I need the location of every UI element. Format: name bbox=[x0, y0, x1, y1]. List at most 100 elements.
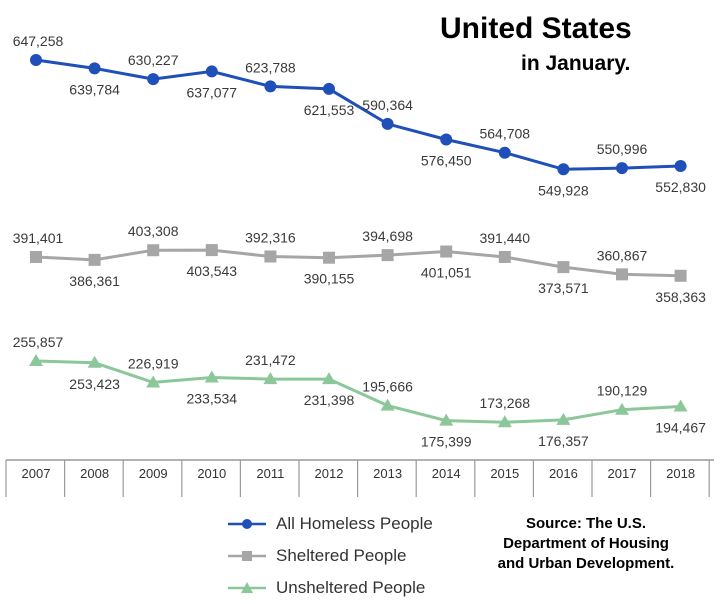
series-line bbox=[35, 248, 681, 278]
data-point bbox=[497, 415, 512, 428]
data-label: 394,698 bbox=[362, 228, 413, 244]
data-point bbox=[498, 250, 511, 263]
x-tick-label: 2016 bbox=[549, 466, 578, 481]
data-point bbox=[673, 399, 688, 412]
data-label: 226,919 bbox=[128, 355, 179, 371]
x-tick-label: 2009 bbox=[139, 466, 168, 481]
data-point bbox=[615, 402, 629, 415]
source-line: and Urban Development. bbox=[497, 555, 675, 572]
data-label: 231,398 bbox=[304, 392, 355, 408]
source-line: Source: The U.S. bbox=[525, 515, 647, 532]
data-label: 195,666 bbox=[362, 379, 413, 395]
data-label: 403,543 bbox=[186, 263, 237, 279]
data-label: 549,928 bbox=[538, 182, 589, 198]
legend-item-all-homeless: All Homeless People bbox=[226, 508, 433, 540]
x-tick-label: 2018 bbox=[666, 466, 695, 481]
data-point bbox=[557, 261, 570, 274]
data-point bbox=[323, 251, 335, 264]
data-label: 590,364 bbox=[362, 97, 413, 113]
data-point bbox=[498, 146, 511, 159]
data-label: 233,534 bbox=[186, 391, 237, 407]
data-point bbox=[87, 355, 102, 368]
series-line bbox=[35, 359, 681, 424]
series-line bbox=[35, 58, 681, 171]
data-label: 564,708 bbox=[479, 126, 530, 142]
data-label: 392,316 bbox=[245, 229, 296, 245]
source-note: Source: The U.S. Department of Housing a… bbox=[468, 514, 704, 574]
legend-label: Unsheltered People bbox=[276, 578, 426, 597]
data-point bbox=[674, 269, 687, 282]
data-label: 639,784 bbox=[69, 81, 120, 97]
data-point bbox=[88, 62, 101, 75]
data-label: 358,363 bbox=[655, 289, 706, 305]
data-point bbox=[264, 80, 277, 93]
data-point bbox=[616, 162, 628, 175]
x-tick-label: 2008 bbox=[80, 466, 109, 481]
x-tick-label: 2012 bbox=[315, 466, 344, 481]
legend: All Homeless People Sheltered People Uns… bbox=[226, 508, 433, 604]
series-unsheltered-people: 255,857 253,423 226,919 233,534 231,472 231,3… bbox=[13, 334, 706, 450]
data-point bbox=[146, 375, 161, 388]
data-label: 552,830 bbox=[655, 179, 706, 195]
data-label: 391,440 bbox=[479, 230, 530, 246]
data-point bbox=[322, 372, 336, 385]
data-point bbox=[381, 117, 394, 130]
legend-item-unsheltered: Unsheltered People bbox=[226, 572, 433, 604]
data-point bbox=[30, 54, 42, 66]
data-label: 173,268 bbox=[479, 395, 530, 411]
data-label: 630,227 bbox=[128, 52, 179, 68]
x-tick-label: 2013 bbox=[373, 466, 402, 481]
data-point bbox=[205, 244, 218, 257]
data-point bbox=[440, 245, 453, 258]
data-label: 386,361 bbox=[69, 273, 120, 289]
data-point bbox=[204, 370, 219, 383]
data-point bbox=[674, 160, 687, 173]
data-point bbox=[147, 73, 160, 86]
data-label: 190,129 bbox=[597, 383, 648, 399]
x-tick-label: 2017 bbox=[608, 466, 637, 481]
data-label: 255,857 bbox=[13, 334, 64, 350]
data-point bbox=[440, 133, 453, 146]
data-label: 403,308 bbox=[128, 223, 179, 239]
data-label: 391,401 bbox=[13, 230, 64, 246]
series-layer: 647,258 639,784 630,227 637,077 623,788 621,5… bbox=[13, 33, 706, 450]
data-label: 390,155 bbox=[304, 271, 355, 287]
data-label: 401,051 bbox=[421, 265, 472, 281]
circle-marker-icon bbox=[228, 519, 266, 529]
data-label: 231,472 bbox=[245, 352, 296, 368]
data-point bbox=[88, 253, 101, 266]
source-line: Department of Housing bbox=[503, 535, 669, 552]
legend-label: Sheltered People bbox=[276, 546, 407, 565]
data-label: 637,077 bbox=[186, 84, 237, 100]
data-label: 550,996 bbox=[597, 141, 648, 157]
data-point bbox=[557, 163, 570, 176]
data-point bbox=[381, 249, 394, 262]
chart-subtitle: in January. bbox=[521, 52, 631, 75]
data-label: 623,788 bbox=[245, 59, 296, 75]
data-point bbox=[147, 244, 160, 257]
data-label: 176,357 bbox=[538, 433, 589, 449]
data-label: 576,450 bbox=[421, 153, 472, 169]
legend-item-sheltered: Sheltered People bbox=[226, 540, 433, 572]
chart-title: United States bbox=[440, 12, 632, 45]
data-label: 175,399 bbox=[421, 434, 472, 450]
data-point bbox=[30, 251, 42, 263]
x-tick-label: 2011 bbox=[256, 466, 284, 481]
data-point bbox=[205, 65, 218, 78]
data-point bbox=[439, 413, 454, 426]
data-point bbox=[616, 268, 628, 281]
data-label: 360,867 bbox=[597, 247, 648, 263]
x-axis: 2007 2008 2009 2010 2011 2012 2013 2014 2015 2016… bbox=[5, 459, 714, 497]
series-sheltered-people: 391,401 386,361 403,308 403,543 392,316 390,1… bbox=[13, 223, 706, 305]
data-label: 647,258 bbox=[13, 33, 64, 49]
x-tick-label: 2010 bbox=[197, 466, 226, 481]
data-point bbox=[323, 82, 335, 95]
data-point bbox=[29, 354, 43, 366]
data-point bbox=[264, 250, 277, 263]
data-label: 253,423 bbox=[69, 376, 120, 392]
x-tick-label: 2014 bbox=[432, 466, 461, 481]
data-point bbox=[556, 412, 571, 425]
square-marker-icon bbox=[228, 551, 266, 561]
series-all-homeless-people: 647,258 639,784 630,227 637,077 623,788 621,5… bbox=[13, 33, 706, 198]
